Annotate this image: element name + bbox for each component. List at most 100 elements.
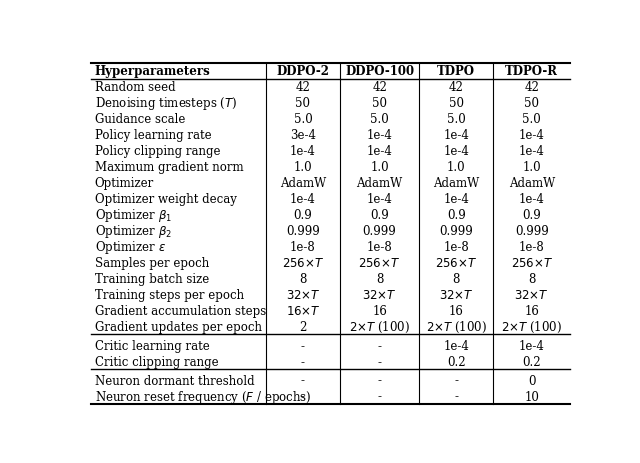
Text: 8: 8 — [528, 272, 536, 285]
Text: Policy clipping range: Policy clipping range — [95, 144, 220, 158]
Text: $16{\times}T$: $16{\times}T$ — [285, 304, 320, 317]
Text: $32{\times}T$: $32{\times}T$ — [515, 288, 549, 301]
Text: 1e-4: 1e-4 — [444, 193, 469, 206]
Text: 1.0: 1.0 — [371, 161, 389, 174]
Text: AdamW: AdamW — [280, 176, 326, 189]
Text: 5.0: 5.0 — [370, 113, 389, 126]
Text: 10: 10 — [524, 390, 539, 403]
Text: 16: 16 — [372, 304, 387, 317]
Text: Hyperparameters: Hyperparameters — [95, 65, 211, 78]
Text: -: - — [301, 374, 305, 387]
Text: DDPO-100: DDPO-100 — [345, 65, 414, 78]
Text: 50: 50 — [372, 97, 387, 110]
Text: -: - — [454, 374, 458, 387]
Text: -: - — [378, 355, 381, 368]
Text: -: - — [301, 339, 305, 352]
Text: 0.2: 0.2 — [447, 355, 465, 368]
Text: $256{\times}T$: $256{\times}T$ — [358, 257, 401, 269]
Text: TDPO: TDPO — [437, 65, 476, 78]
Text: Random seed: Random seed — [95, 81, 175, 94]
Text: AdamW: AdamW — [509, 176, 555, 189]
Text: $2{\times}T$ (100): $2{\times}T$ (100) — [349, 319, 410, 334]
Text: Neuron reset frequency ($F$ / epochs): Neuron reset frequency ($F$ / epochs) — [95, 388, 311, 405]
Text: 42: 42 — [372, 81, 387, 94]
Text: DDPO-2: DDPO-2 — [276, 65, 330, 78]
Text: -: - — [301, 355, 305, 368]
Text: 2: 2 — [300, 320, 307, 333]
Text: 1.0: 1.0 — [447, 161, 465, 174]
Text: Optimizer $\beta_1$: Optimizer $\beta_1$ — [95, 206, 172, 224]
Text: $2{\times}T$ (100): $2{\times}T$ (100) — [426, 319, 487, 334]
Text: $32{\times}T$: $32{\times}T$ — [285, 288, 320, 301]
Text: -: - — [454, 390, 458, 403]
Text: $256{\times}T$: $256{\times}T$ — [511, 257, 553, 269]
Text: -: - — [378, 390, 381, 403]
Text: Gradient accumulation steps: Gradient accumulation steps — [95, 304, 266, 317]
Text: $32{\times}T$: $32{\times}T$ — [439, 288, 474, 301]
Text: 1.0: 1.0 — [294, 161, 312, 174]
Text: Samples per epoch: Samples per epoch — [95, 257, 209, 269]
Text: 42: 42 — [449, 81, 464, 94]
Text: 1e-4: 1e-4 — [519, 144, 545, 158]
Text: 16: 16 — [524, 304, 539, 317]
Text: 0.9: 0.9 — [294, 208, 312, 221]
Text: Maximum gradient norm: Maximum gradient norm — [95, 161, 243, 174]
Text: 1e-8: 1e-8 — [519, 240, 545, 253]
Text: 8: 8 — [300, 272, 307, 285]
Text: 50: 50 — [524, 97, 540, 110]
Text: 0.9: 0.9 — [447, 208, 466, 221]
Text: $256{\times}T$: $256{\times}T$ — [282, 257, 324, 269]
Text: Optimizer $\beta_2$: Optimizer $\beta_2$ — [95, 223, 172, 239]
Text: TDPO-R: TDPO-R — [505, 65, 558, 78]
Text: 1e-4: 1e-4 — [444, 339, 469, 352]
Text: 3e-4: 3e-4 — [290, 129, 316, 142]
Text: AdamW: AdamW — [356, 176, 403, 189]
Text: Neuron dormant threshold: Neuron dormant threshold — [95, 374, 254, 387]
Text: Optimizer $\epsilon$: Optimizer $\epsilon$ — [95, 238, 166, 256]
Text: -: - — [378, 374, 381, 387]
Text: 1e-4: 1e-4 — [519, 129, 545, 142]
Text: 42: 42 — [524, 81, 539, 94]
Text: 5.0: 5.0 — [522, 113, 541, 126]
Text: -: - — [301, 390, 305, 403]
Text: $2{\times}T$ (100): $2{\times}T$ (100) — [501, 319, 562, 334]
Text: 0.999: 0.999 — [286, 225, 320, 238]
Text: Training steps per epoch: Training steps per epoch — [95, 288, 244, 301]
Text: Training batch size: Training batch size — [95, 272, 209, 285]
Text: 1e-4: 1e-4 — [444, 144, 469, 158]
Text: 50: 50 — [296, 97, 310, 110]
Text: -: - — [378, 339, 381, 352]
Text: 0.999: 0.999 — [363, 225, 396, 238]
Text: Optimizer: Optimizer — [95, 176, 154, 189]
Text: 1e-4: 1e-4 — [290, 144, 316, 158]
Text: 5.0: 5.0 — [294, 113, 312, 126]
Text: $256{\times}T$: $256{\times}T$ — [435, 257, 477, 269]
Text: 0.999: 0.999 — [515, 225, 548, 238]
Text: 1e-4: 1e-4 — [367, 129, 392, 142]
Text: Policy learning rate: Policy learning rate — [95, 129, 211, 142]
Text: 0.2: 0.2 — [522, 355, 541, 368]
Text: Critic learning rate: Critic learning rate — [95, 339, 209, 352]
Text: 1e-8: 1e-8 — [290, 240, 316, 253]
Text: 5.0: 5.0 — [447, 113, 466, 126]
Text: 0.9: 0.9 — [522, 208, 541, 221]
Text: 0.999: 0.999 — [440, 225, 473, 238]
Text: $32{\times}T$: $32{\times}T$ — [362, 288, 397, 301]
Text: Critic clipping range: Critic clipping range — [95, 355, 218, 368]
Text: AdamW: AdamW — [433, 176, 479, 189]
Text: 1e-4: 1e-4 — [367, 144, 392, 158]
Text: 1e-8: 1e-8 — [444, 240, 469, 253]
Text: 1e-4: 1e-4 — [290, 193, 316, 206]
Text: 1e-4: 1e-4 — [519, 339, 545, 352]
Text: 1e-8: 1e-8 — [367, 240, 392, 253]
Text: 1e-4: 1e-4 — [444, 129, 469, 142]
Text: Gradient updates per epoch: Gradient updates per epoch — [95, 320, 262, 333]
Text: 8: 8 — [452, 272, 460, 285]
Text: 0.9: 0.9 — [370, 208, 389, 221]
Text: 1.0: 1.0 — [522, 161, 541, 174]
Text: 50: 50 — [449, 97, 464, 110]
Text: 1e-4: 1e-4 — [367, 193, 392, 206]
Text: 8: 8 — [376, 272, 383, 285]
Text: 42: 42 — [296, 81, 310, 94]
Text: 0: 0 — [528, 374, 536, 387]
